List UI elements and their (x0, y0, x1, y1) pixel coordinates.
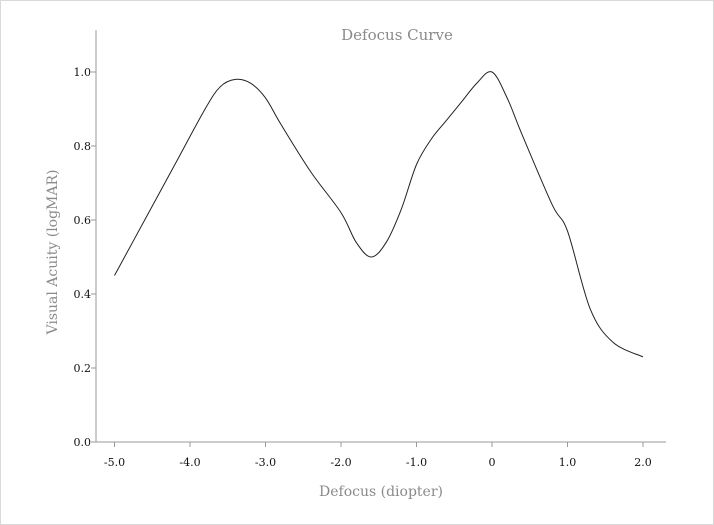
y-tick-label: 0.2 (74, 362, 92, 375)
x-tick-label: -4.0 (179, 456, 200, 469)
x-axis-ticks: -5.0 -4.0 -3.0 -2.0 -1.0 0 1.0 2.0 (104, 442, 652, 469)
y-tick-label: 0.0 (74, 436, 92, 449)
y-tick-label: 0.4 (74, 288, 92, 301)
x-tick-label: 0 (489, 456, 496, 469)
x-tick-label: -2.0 (330, 456, 351, 469)
y-axis-ticks: 0.0 0.2 0.4 0.6 0.8 1.0 (74, 66, 96, 449)
x-tick-label: -1.0 (406, 456, 427, 469)
chart-title: Defocus Curve (341, 26, 453, 44)
x-axis-label: Defocus (diopter) (319, 484, 443, 500)
y-tick-label: 1.0 (74, 66, 92, 79)
x-tick-label: -3.0 (255, 456, 276, 469)
defocus-curve-line (114, 71, 644, 358)
y-axis-label: Visual Acuity (logMAR) (45, 169, 61, 335)
x-tick-label: 2.0 (634, 456, 652, 469)
x-tick-label: 1.0 (559, 456, 577, 469)
y-tick-label: 0.8 (74, 140, 92, 153)
y-tick-label: 0.6 (74, 214, 92, 227)
x-tick-label: -5.0 (104, 456, 125, 469)
